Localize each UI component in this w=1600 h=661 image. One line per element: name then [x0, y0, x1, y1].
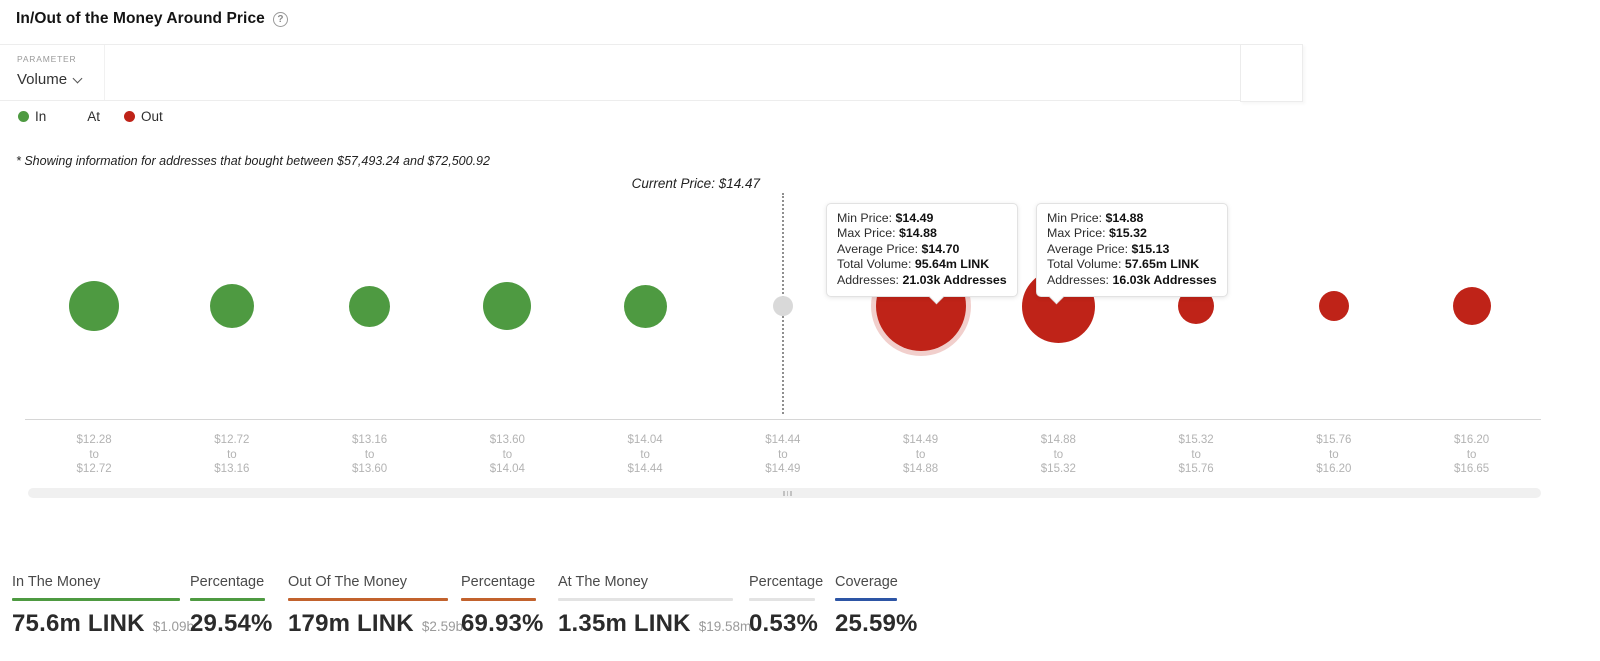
stat-percentage: Percentage 0.53%: [749, 574, 823, 638]
page-title: In/Out of the Money Around Price: [16, 10, 265, 27]
stat-coverage: Coverage 25.59%: [835, 574, 918, 638]
tooltip-min-row: Min Price: $14.88: [1047, 211, 1144, 225]
tooltip-min-row: Min Price: $14.49: [837, 211, 934, 225]
legend-item-in[interactable]: In: [18, 109, 46, 124]
stat-label: Out Of The Money: [288, 574, 408, 590]
x-tick-label: $14.04 to $14.44: [627, 434, 663, 475]
tooltip-addresses-row: Addresses: 21.03k Addresses: [837, 272, 1007, 287]
stat-label: Coverage: [835, 574, 898, 590]
stat-underline: [190, 598, 265, 601]
stat-label: Percentage: [190, 574, 265, 590]
tooltip-volume-row: Total Volume: 95.64m LINK: [837, 257, 990, 272]
stat-in-the-money: In The Money 75.6m LINK $1.09b: [12, 574, 194, 638]
x-tick-label: $12.72 to $13.16: [214, 434, 250, 475]
scrollbar-grip[interactable]: [783, 490, 792, 496]
stat-label: Percentage: [749, 574, 824, 590]
legend-dot-out: [124, 111, 136, 122]
legend-item-out[interactable]: Out: [124, 109, 163, 124]
stat-at-the-money: At The Money 1.35m LINK $19.58m: [558, 574, 751, 638]
stat-subvalue: $19.58m: [698, 618, 752, 634]
stat-underline: [835, 598, 897, 601]
stat-label: At The Money: [558, 574, 649, 590]
stat-subvalue: $1.09b: [152, 618, 195, 634]
x-tick-label: $15.32 to $15.76: [1178, 434, 1214, 475]
stat-value: 1.35m LINK: [558, 609, 691, 637]
stat-label: Percentage: [461, 574, 536, 590]
chart-scrollbar[interactable]: [28, 488, 1541, 498]
legend-label: Out: [141, 109, 163, 124]
tooltip-avg-row: Average Price: $15.13: [1047, 241, 1170, 256]
title-bar: In/Out of the Money Around Price ?: [16, 10, 288, 28]
legend-label: In: [35, 109, 47, 124]
stat-out-of-the-money: Out Of The Money 179m LINK $2.59b: [288, 574, 463, 638]
stat-value: 179m LINK: [288, 609, 414, 637]
stat-underline: [461, 598, 536, 601]
stat-value: 69.93%: [461, 609, 544, 637]
legend-dot-in: [18, 111, 29, 122]
tooltip-volume-row: Total Volume: 57.65m LINK: [1047, 257, 1200, 272]
bubble-in-the-money-2[interactable]: [349, 285, 390, 327]
bubble-in-the-money-4[interactable]: [623, 284, 667, 328]
x-tick-label: $15.76 to $16.20: [1316, 434, 1352, 475]
x-tick-label: $13.60 to $14.04: [489, 434, 525, 475]
x-tick-label: $12.28 to $12.72: [76, 434, 112, 475]
tooltip-max-row: Max Price: $15.32: [1047, 226, 1147, 241]
x-axis-line: [25, 419, 1541, 420]
bubble-in-the-money-0[interactable]: [69, 281, 119, 331]
stat-percentage: Percentage 69.93%: [461, 574, 544, 638]
stat-underline: [288, 598, 448, 601]
bubble-out-the-money-10[interactable]: [1452, 287, 1491, 325]
stat-value: 29.54%: [190, 609, 273, 637]
stat-value: 25.59%: [835, 609, 918, 637]
stat-percentage: Percentage 29.54%: [190, 574, 273, 638]
parameter-label: PARAMETER: [17, 54, 77, 64]
parameter-toolbar: PARAMETER Volume: [0, 44, 1303, 102]
chevron-down-icon: [72, 73, 83, 83]
legend-dot-at: [70, 111, 81, 122]
bubble-in-the-money-1[interactable]: [209, 284, 254, 328]
legend-label: At: [87, 109, 101, 124]
x-tick-label: $14.88 to $15.32: [1040, 434, 1076, 475]
stat-value: 0.53%: [749, 609, 819, 637]
legend-item-at[interactable]: At: [70, 109, 100, 124]
stat-underline: [558, 598, 733, 601]
current-price-label: Current Price: $14.47: [631, 176, 760, 191]
x-tick-label: $14.44 to $14.49: [765, 434, 801, 475]
parameter-dropdown[interactable]: PARAMETER Volume: [0, 45, 105, 100]
stat-underline: [749, 598, 815, 601]
x-tick-label: $16.20 to $16.65: [1454, 434, 1490, 475]
bubble-in-the-money-3[interactable]: [483, 282, 532, 330]
bubble-out-the-money-9[interactable]: [1318, 291, 1349, 321]
tooltip-bucket-14-88-15-32: Min Price: $14.88 Max Price: $15.32 Aver…: [1036, 203, 1228, 305]
bubble-at-the-money-5[interactable]: [772, 296, 793, 316]
stat-subvalue: $2.59b: [421, 618, 464, 634]
filter-note: * Showing information for addresses that…: [16, 154, 490, 168]
stat-value: 75.6m LINK: [12, 609, 145, 637]
parameter-value: Volume: [17, 71, 68, 88]
stat-underline: [12, 598, 180, 601]
tooltip-max-row: Max Price: $14.88: [837, 226, 937, 241]
tooltip-addresses-row: Addresses: 16.03k Addresses: [1047, 272, 1217, 287]
stat-label: In The Money: [12, 574, 101, 590]
x-tick-label: $13.16 to $13.60: [352, 434, 388, 475]
chart-legend: In At Out: [18, 109, 163, 124]
tooltip-bucket-14-49-14-88: Min Price: $14.49 Max Price: $14.88 Aver…: [826, 203, 1018, 305]
x-tick-label: $14.49 to $14.88: [903, 434, 939, 475]
help-icon[interactable]: ?: [272, 11, 288, 27]
empty-dropdown-panel: [1240, 44, 1303, 102]
tooltip-avg-row: Average Price: $14.70: [837, 241, 960, 256]
